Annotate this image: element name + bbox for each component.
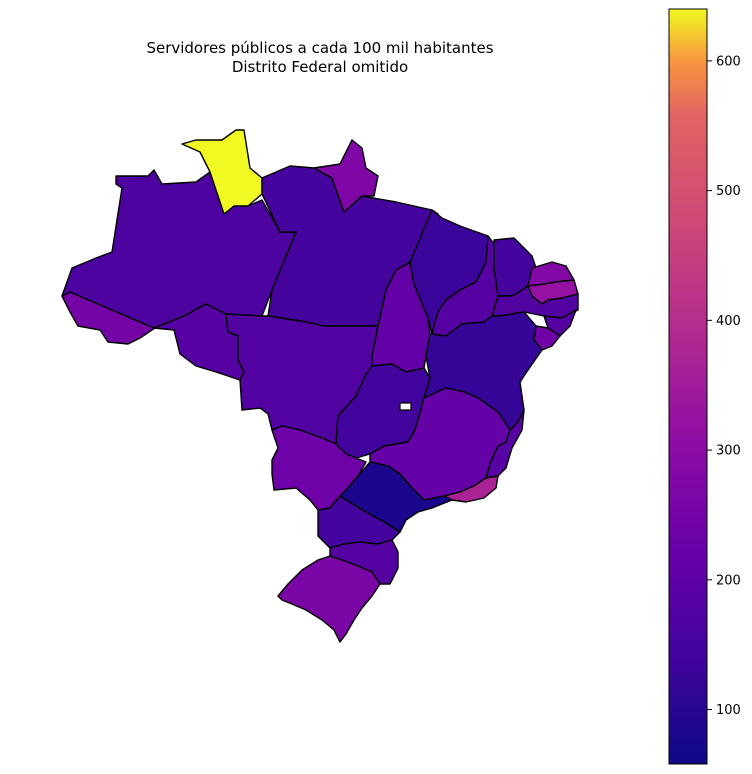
chart-title: Servidores públicos a cada 100 mil habit… [146,39,494,57]
colorbar-tick-label: 200 [716,573,741,588]
colorbar-tick-label: 500 [716,184,741,199]
state-rs [277,555,381,643]
colorbar-tick-label: 400 [716,314,741,329]
state-ap [313,139,379,213]
colorbar-tick-label: 300 [716,444,741,459]
colorbar-tick-label: 600 [716,54,741,69]
state-es [485,409,525,479]
state-ms [271,425,367,511]
colorbar-gradient [668,8,708,765]
distrito-federal-hole [399,402,412,411]
colorbar-tick-label: 100 [716,703,741,718]
chart-subtitle: Distrito Federal omitido [231,58,409,76]
state-rj [443,475,499,503]
